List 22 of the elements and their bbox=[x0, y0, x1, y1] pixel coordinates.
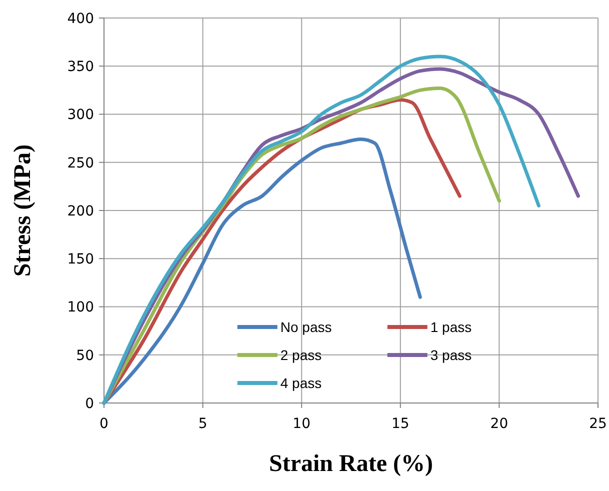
legend-label: 1 pass bbox=[430, 318, 472, 335]
x-tick-label: 15 bbox=[391, 416, 410, 432]
x-tick-label: 5 bbox=[198, 416, 208, 432]
legend-label: 3 pass bbox=[430, 346, 472, 363]
y-axis-title: Stress (MPa) bbox=[10, 144, 36, 277]
legend-label: 2 pass bbox=[280, 346, 322, 363]
y-tick-label: 0 bbox=[85, 396, 94, 412]
y-tick-label: 100 bbox=[67, 300, 94, 316]
y-tick-label: 400 bbox=[67, 10, 94, 27]
y-tick-label: 150 bbox=[67, 252, 94, 268]
x-tick-label: 25 bbox=[589, 416, 607, 432]
x-tick-label: 0 bbox=[100, 416, 108, 432]
x-axis-title: Strain Rate (%) bbox=[269, 451, 433, 477]
y-tick-label: 350 bbox=[67, 59, 94, 76]
y-tick-label: 300 bbox=[67, 107, 94, 124]
y-tick-label: 200 bbox=[67, 203, 94, 220]
x-tick-label: 10 bbox=[292, 416, 311, 432]
x-tick-label: 20 bbox=[490, 416, 508, 432]
legend-label: No pass bbox=[280, 318, 332, 335]
legend-label: 4 pass bbox=[280, 374, 322, 391]
y-tick-label: 50 bbox=[76, 348, 94, 364]
y-tick-label: 250 bbox=[67, 155, 94, 172]
